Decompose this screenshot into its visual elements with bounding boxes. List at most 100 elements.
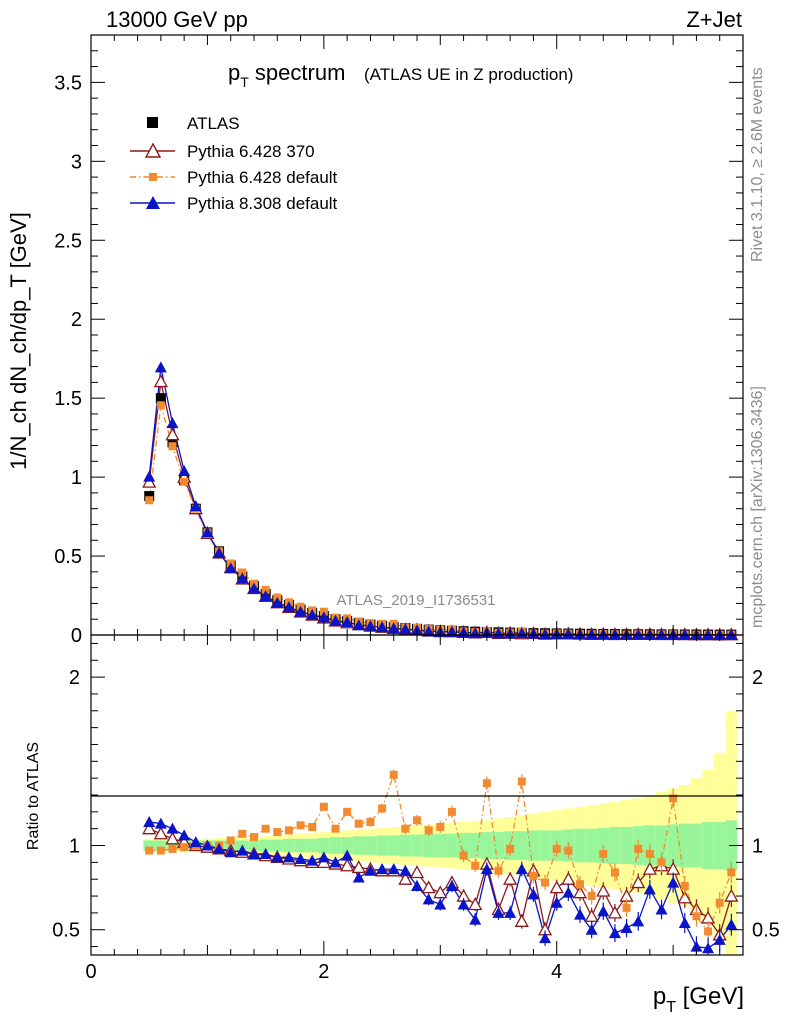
main-point-series-2 <box>632 628 645 640</box>
main-point-series-2 <box>189 500 202 512</box>
main-point-series-2 <box>364 620 377 632</box>
band-inner-bin <box>352 836 365 855</box>
ratio-point-series-2 <box>725 918 738 930</box>
band-inner-bin <box>713 821 726 870</box>
main-point-series-1 <box>168 442 177 451</box>
main-point-series-2 <box>224 562 237 574</box>
ratio-tick-label-left: 2 <box>69 667 80 689</box>
main-point-series-2 <box>492 627 505 639</box>
ratio-point-series-0 <box>596 883 611 897</box>
ratio-point-series-1 <box>145 846 154 855</box>
ratio-point-series-1 <box>156 846 165 855</box>
ratio-point-series-2 <box>306 854 319 866</box>
y-tick-label: 1.5 <box>54 388 82 410</box>
main-point-series-1 <box>145 496 154 505</box>
ratio-point-series-1 <box>331 824 340 833</box>
legend-marker-pythia8-default <box>146 196 160 209</box>
ratio-point-series-1 <box>447 807 456 816</box>
band-inner-bin <box>329 837 342 854</box>
ratio-point-series-1 <box>354 819 363 828</box>
ratio-point-series-0 <box>607 905 623 919</box>
main-point-series-2 <box>282 601 295 613</box>
ratio-point-series-2 <box>387 863 400 875</box>
band-inner-bin <box>422 833 435 858</box>
ratio-point-series-1 <box>261 824 270 833</box>
band-inner-bin <box>527 830 540 861</box>
main-point-series-0 <box>142 474 157 488</box>
band-inner-bin <box>283 838 295 853</box>
band-inner-bin <box>364 836 377 855</box>
ratio-point-series-1 <box>378 804 387 813</box>
mcplots-label: mcplots.cern.ch [arXiv:1306.3436] <box>749 386 766 628</box>
y-tick-label: 0 <box>71 625 82 647</box>
main-point-series-2 <box>201 526 214 538</box>
main-point-series-2 <box>725 628 738 640</box>
ratio-point-series-2 <box>294 853 307 864</box>
legend-label-pythia6-370: Pythia 6.428 370 <box>187 142 315 161</box>
ratio-point-series-1 <box>529 871 538 880</box>
main-point-series-2 <box>562 627 575 639</box>
ratio-point-series-2 <box>469 913 482 925</box>
ratio-point-series-2 <box>271 851 284 863</box>
x-tick-label: 0 <box>85 961 96 983</box>
rivet-label: Rivet 3.1.10, ≥ 2.6M events <box>749 67 766 262</box>
band-inner-bin <box>399 834 412 857</box>
ratio-point-series-1 <box>634 844 643 853</box>
ratio-point-series-2 <box>376 863 389 875</box>
ratio-y-axis-label: Ratio to ATLAS <box>25 742 42 850</box>
band-inner-bin <box>620 827 633 865</box>
ratio-point-series-0 <box>468 897 483 911</box>
main-y-axis-label: 1/N_ch dN_ch/dp_T [GeV] <box>6 212 31 470</box>
ratio-point-series-1 <box>692 912 701 921</box>
band-inner-bin <box>585 828 598 863</box>
ratio-point-series-2 <box>457 898 470 910</box>
band-inner-bin <box>690 823 703 868</box>
main-point-series-2 <box>154 361 167 373</box>
ratio-point-series-0 <box>631 875 646 889</box>
main-point-series-2 <box>166 417 179 429</box>
band-inner-bin <box>155 840 167 851</box>
x-tick-label: 2 <box>318 961 329 983</box>
main-point-series-1 <box>261 585 270 594</box>
ratio-point-series-1 <box>494 866 503 875</box>
band-inner-bin <box>469 832 482 859</box>
ratio-point-series-2 <box>574 908 586 920</box>
ratio-point-series-1 <box>576 880 584 889</box>
main-point-atlas <box>155 393 166 404</box>
ratio-point-series-1 <box>343 807 352 816</box>
band-inner-bin <box>702 821 714 870</box>
main-point-series-2 <box>655 628 668 640</box>
ratio-point-series-2 <box>527 888 540 900</box>
x-tick-label: 4 <box>551 961 562 983</box>
main-point-series-2 <box>248 582 260 594</box>
ratio-point-series-2 <box>259 847 272 859</box>
ratio-point-series-1 <box>657 858 666 867</box>
band-inner-bin <box>457 832 470 859</box>
legend-label-pythia8-default: Pythia 8.308 default <box>187 194 338 213</box>
ratio-point-series-2 <box>608 927 621 939</box>
ratio-point-series-2 <box>562 886 575 898</box>
ratio-point-series-2 <box>329 856 342 868</box>
ratio-point-series-2 <box>713 933 726 945</box>
ratio-point-series-2 <box>678 917 691 928</box>
ratio-point-series-0 <box>409 865 425 879</box>
ratio-point-series-2 <box>224 846 237 858</box>
ratio-point-series-0 <box>677 890 692 904</box>
band-inner-bin <box>609 827 621 865</box>
ratio-point-series-0 <box>421 880 436 894</box>
ratio-point-series-1 <box>168 844 177 853</box>
axes: 0 2 400.511.522.533.50.5 0.51 12 2 <box>52 34 780 983</box>
legend: ATLAS Pythia 6.428 370 Pythia 6.428 defa… <box>130 114 338 213</box>
ratio-point-series-1 <box>366 817 375 826</box>
ratio-point-series-1 <box>389 770 398 779</box>
ratio-point-series-2 <box>597 905 610 917</box>
ratio-point-series-1 <box>564 846 573 855</box>
main-point-series-2 <box>178 464 191 476</box>
band-inner-bin <box>678 823 691 868</box>
ratio-point-series-1 <box>436 823 445 831</box>
ratio-point-series-2 <box>201 839 214 851</box>
main-point-series-2 <box>387 622 400 634</box>
main-point-atlas <box>144 491 155 502</box>
ratio-point-series-0 <box>165 831 180 845</box>
